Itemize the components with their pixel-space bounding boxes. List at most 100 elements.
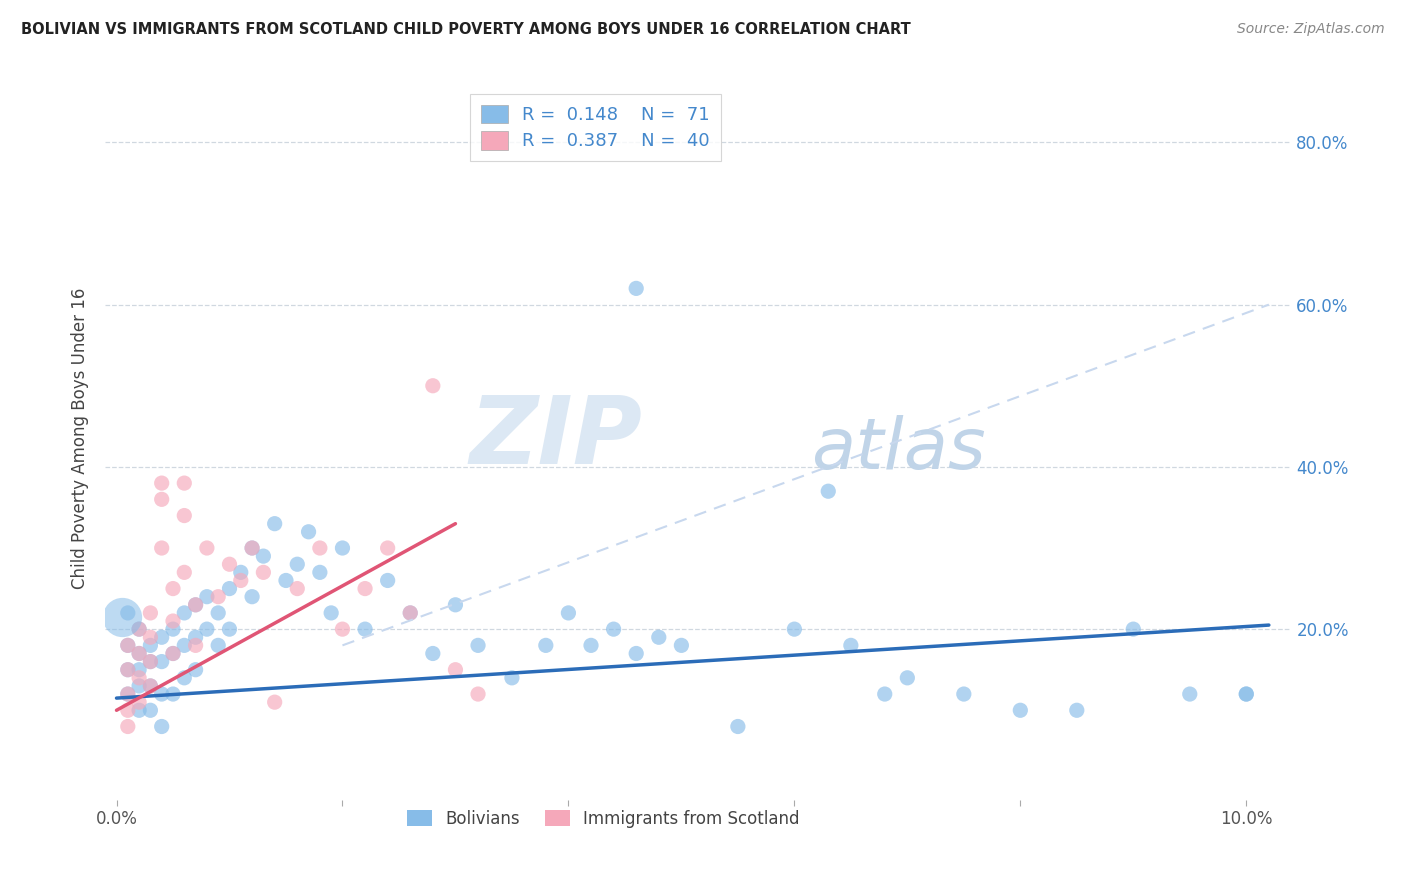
Point <box>896 671 918 685</box>
Point <box>162 614 184 628</box>
Point <box>128 647 150 661</box>
Point <box>839 639 862 653</box>
Text: atlas: atlas <box>811 415 986 483</box>
Point <box>467 687 489 701</box>
Point <box>184 630 207 644</box>
Point <box>173 606 195 620</box>
Point <box>332 541 354 555</box>
Point <box>534 639 557 653</box>
Point <box>557 606 579 620</box>
Point <box>150 687 173 701</box>
Point <box>139 630 162 644</box>
Point <box>184 598 207 612</box>
Point <box>162 582 184 596</box>
Point <box>727 719 749 733</box>
Point <box>1066 703 1088 717</box>
Point <box>150 476 173 491</box>
Point <box>240 590 263 604</box>
Point <box>184 598 207 612</box>
Point <box>321 606 343 620</box>
Point <box>229 574 252 588</box>
Point <box>150 492 173 507</box>
Point <box>873 687 896 701</box>
Point <box>444 663 467 677</box>
Point <box>377 541 399 555</box>
Text: BOLIVIAN VS IMMIGRANTS FROM SCOTLAND CHILD POVERTY AMONG BOYS UNDER 16 CORRELATI: BOLIVIAN VS IMMIGRANTS FROM SCOTLAND CHI… <box>21 22 911 37</box>
Point <box>128 622 150 636</box>
Point <box>263 695 285 709</box>
Point <box>128 622 150 636</box>
Point <box>117 639 139 653</box>
Point <box>263 516 285 531</box>
Point <box>117 719 139 733</box>
Point <box>162 687 184 701</box>
Point <box>218 622 240 636</box>
Point <box>444 598 467 612</box>
Point <box>117 687 139 701</box>
Point <box>297 524 319 539</box>
Point <box>207 639 229 653</box>
Point <box>128 663 150 677</box>
Point <box>207 590 229 604</box>
Point <box>139 606 162 620</box>
Point <box>195 590 218 604</box>
Point <box>207 606 229 620</box>
Point <box>173 566 195 580</box>
Point <box>240 541 263 555</box>
Point <box>117 687 139 701</box>
Text: Source: ZipAtlas.com: Source: ZipAtlas.com <box>1237 22 1385 37</box>
Point <box>602 622 624 636</box>
Point <box>150 630 173 644</box>
Point <box>579 639 602 653</box>
Text: ZIP: ZIP <box>470 392 643 484</box>
Point <box>139 703 162 717</box>
Point <box>184 663 207 677</box>
Point <box>128 695 150 709</box>
Point <box>117 606 139 620</box>
Point <box>285 558 308 572</box>
Point <box>309 541 332 555</box>
Point <box>1234 687 1257 701</box>
Point <box>1122 622 1144 636</box>
Point <box>354 582 377 596</box>
Point <box>399 606 422 620</box>
Point <box>173 508 195 523</box>
Point <box>218 558 240 572</box>
Y-axis label: Child Poverty Among Boys Under 16: Child Poverty Among Boys Under 16 <box>72 288 89 590</box>
Point <box>173 476 195 491</box>
Point <box>624 281 647 295</box>
Point <box>252 549 274 563</box>
Point <box>173 639 195 653</box>
Point <box>1178 687 1201 701</box>
Point <box>1010 703 1032 717</box>
Point <box>139 655 162 669</box>
Point <box>195 541 218 555</box>
Point <box>195 622 218 636</box>
Point <box>377 574 399 588</box>
Point <box>240 541 263 555</box>
Point <box>139 679 162 693</box>
Point <box>783 622 806 636</box>
Point <box>184 639 207 653</box>
Point <box>422 647 444 661</box>
Point <box>229 566 252 580</box>
Point <box>162 622 184 636</box>
Point <box>128 703 150 717</box>
Point <box>173 671 195 685</box>
Point <box>332 622 354 636</box>
Legend: Bolivians, Immigrants from Scotland: Bolivians, Immigrants from Scotland <box>401 803 807 835</box>
Point <box>274 574 297 588</box>
Point <box>128 671 150 685</box>
Point <box>953 687 976 701</box>
Point <box>671 639 693 653</box>
Point <box>162 647 184 661</box>
Point <box>139 679 162 693</box>
Point <box>399 606 422 620</box>
Point <box>817 484 839 499</box>
Point <box>1234 687 1257 701</box>
Point <box>117 703 139 717</box>
Point <box>501 671 523 685</box>
Point <box>111 610 134 624</box>
Point <box>128 647 150 661</box>
Point <box>150 719 173 733</box>
